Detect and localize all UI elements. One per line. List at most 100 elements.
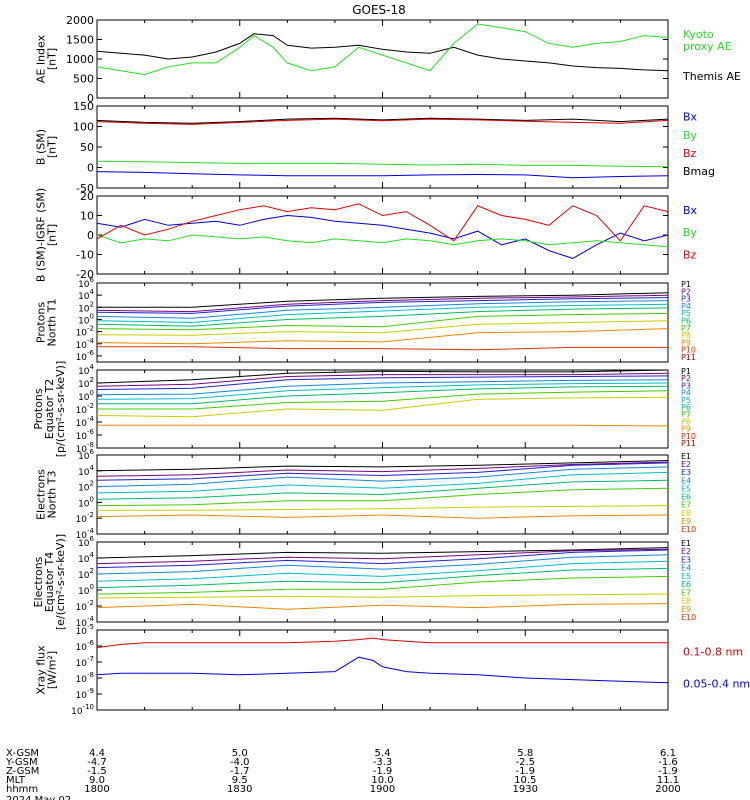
legend-entry: E2 <box>681 547 691 556</box>
series-line-bx <box>96 171 669 179</box>
time-axis-value: -3.3 <box>373 757 393 768</box>
panel-frame <box>96 541 669 623</box>
legend-entry: E9 <box>681 605 691 614</box>
series-line-p8 <box>96 396 669 418</box>
y-axis-label: [nT] <box>46 224 59 246</box>
legend-entry: P7 <box>681 324 691 333</box>
series-line-p10 <box>97 346 668 351</box>
legend-entry: Bx <box>683 111 698 124</box>
y-tick-label: 0 <box>87 92 94 105</box>
time-axis-value: 10.5 <box>514 775 536 786</box>
legend-entry: By <box>683 129 698 142</box>
series-line-p1 <box>97 292 669 308</box>
legend-entry: E8 <box>681 597 691 606</box>
legend-entry: Bz <box>683 248 697 261</box>
series-line-e4 <box>96 466 669 488</box>
y-tick-label: 10-2 <box>76 511 94 525</box>
time-axis-value: -1.9 <box>373 766 393 777</box>
legend-entry: P9 <box>681 425 691 434</box>
legend-entry: P10 <box>681 346 696 355</box>
legend-entry: P4 <box>681 302 691 311</box>
y-tick-label: 1500 <box>66 34 94 47</box>
y-axis-label: Xray flux <box>35 645 48 695</box>
series-line-p5 <box>96 303 669 324</box>
series-line-p8 <box>96 320 669 336</box>
time-axis-value: -2.5 <box>515 757 535 768</box>
y-tick-label: 10-4 <box>76 415 95 429</box>
legend-entry: P3 <box>681 381 691 390</box>
y-tick-label: 10-8 <box>76 671 94 685</box>
series-line-p7 <box>96 312 669 331</box>
series-line-e2 <box>96 548 669 565</box>
y-axis-label: [e/(cm²-s-sr-keV)] <box>54 534 67 630</box>
y-tick-label: 150 <box>73 100 94 113</box>
series-line-e5 <box>96 560 669 582</box>
y-axis-label: B (SM) <box>35 129 48 165</box>
time-axis-value: -1.5 <box>87 766 107 777</box>
series-line-bx <box>96 214 669 259</box>
date-label: 2024 May 02 <box>6 795 71 800</box>
series-line-e1 <box>96 460 669 472</box>
legend-entry: P5 <box>681 396 691 405</box>
y-axis-label: Protons <box>32 388 45 429</box>
series-line-p4 <box>96 379 669 396</box>
time-axis-value: -1.6 <box>658 757 678 768</box>
time-axis-value: 1930 <box>513 784 538 795</box>
series-line-p2 <box>96 294 669 313</box>
legend-entry: P4 <box>681 389 691 398</box>
legend-entry: P6 <box>681 403 691 412</box>
series-line-bz <box>96 203 669 242</box>
legend-entry: P8 <box>681 331 691 340</box>
series-line-e7 <box>96 487 669 507</box>
series-line-p7 <box>97 390 669 410</box>
axis-row-label: X-GSM <box>6 748 39 759</box>
y-tick-label: 10-6 <box>76 428 95 442</box>
panel-frame <box>96 19 669 99</box>
y-tick-label: 0 <box>87 229 94 242</box>
legend-entry: E3 <box>681 555 691 564</box>
y-tick-label: 102 <box>78 480 94 494</box>
legend-entry: E1 <box>681 539 691 548</box>
y-axis-label: [nT] <box>46 136 59 158</box>
time-axis-value: 5.4 <box>375 748 391 759</box>
series-line-e3 <box>96 549 669 569</box>
series-line-e6 <box>96 479 669 500</box>
legend-entry: E7 <box>681 588 691 597</box>
y-tick-label: 1000 <box>66 53 94 66</box>
y-tick-label: 100 <box>78 495 94 509</box>
legend-entry: Bx <box>683 204 698 217</box>
y-tick-label: 104 <box>78 551 94 565</box>
y-tick-label: 2000 <box>66 14 94 27</box>
series-line-e5 <box>96 471 669 494</box>
legend-entry: E9 <box>681 517 691 526</box>
legend-entry: P11 <box>681 353 696 362</box>
time-axis-value: 5.8 <box>517 748 533 759</box>
y-tick-label: 20 <box>80 190 94 203</box>
y-tick-label: 10-6 <box>76 349 95 363</box>
y-axis-label: Equator T2 <box>43 379 56 439</box>
series-line-p9 <box>97 424 669 427</box>
series-line-e8 <box>96 593 669 599</box>
series-line-p5 <box>96 382 669 400</box>
panel-bigrf: 20 10 0 -10 -20 B (SM)-IGRF (SM)[nT] Bx By Bz <box>35 188 698 282</box>
series-line-e3 <box>96 462 669 481</box>
time-axis-value: 9.0 <box>89 775 105 786</box>
series-line-by <box>96 160 669 168</box>
legend-entry: Kyoto <box>683 28 714 41</box>
legend-entry: P6 <box>681 317 691 326</box>
y-tick-label: 500 <box>73 73 94 86</box>
y-axis-label: North T3 <box>46 471 59 519</box>
y-tick-label: 50 <box>80 141 94 154</box>
series-line-p6 <box>97 385 669 405</box>
time-axis-value: 9.5 <box>232 775 248 786</box>
legend-entry: P11 <box>681 439 696 448</box>
y-tick-label: 10-2 <box>76 402 94 416</box>
series-line-p2 <box>96 372 669 387</box>
y-axis-label: Electrons <box>32 556 45 607</box>
legend-entry: proxy AE <box>683 40 732 53</box>
